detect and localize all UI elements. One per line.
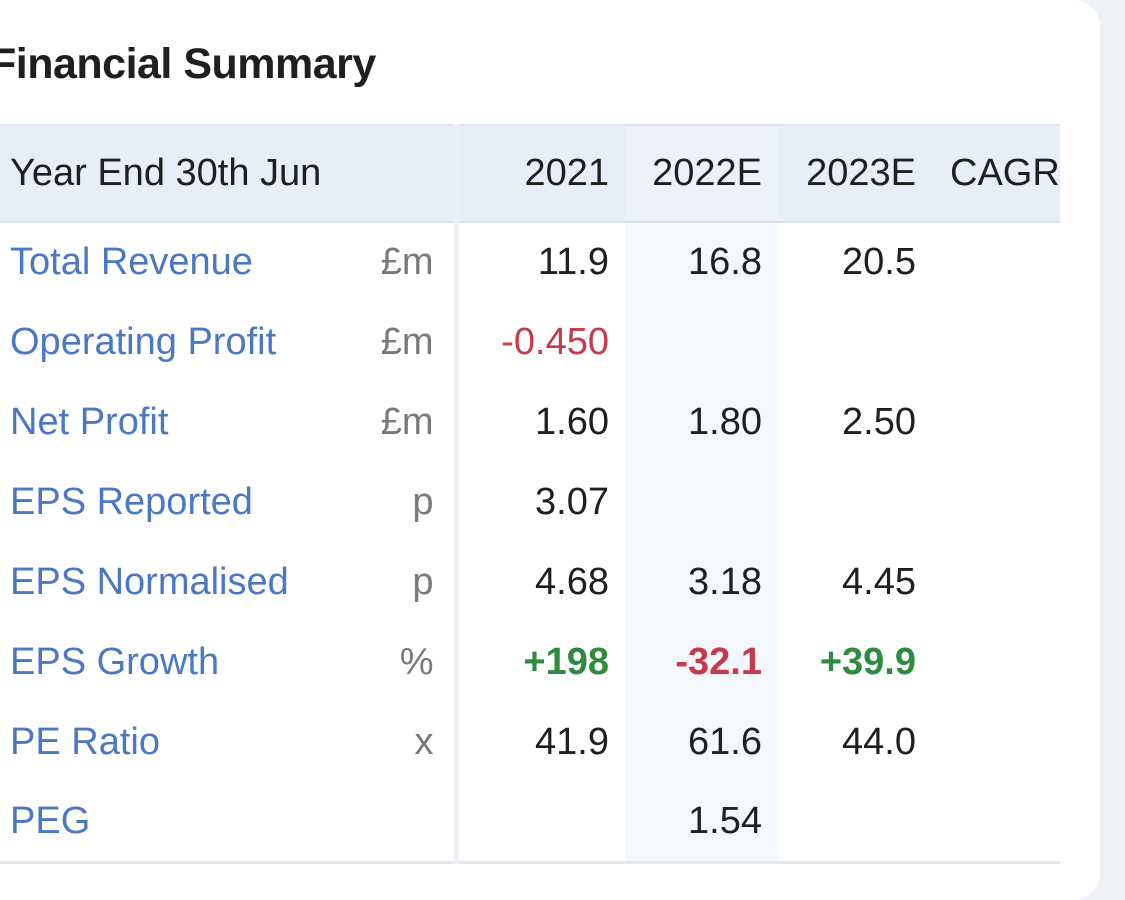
value-2022e: 1.54 — [625, 782, 778, 864]
table-row: EPS Normalised p 4.68 3.18 4.45 — [0, 542, 1060, 622]
value-2023e — [778, 462, 932, 542]
row-label[interactable]: EPS Growth — [10, 640, 220, 683]
table-row: Total Revenue £m 11.9 16.8 20.5 — [0, 222, 1060, 302]
value-2022e: 1.80 — [625, 382, 778, 462]
table-row: EPS Growth% +198 -32.1 +39.9 — [0, 622, 1060, 702]
table-row: Net Profit £m 1.60 1.80 2.50 — [0, 382, 1060, 462]
value-2021: 11.9 — [453, 222, 625, 302]
value-2022e — [625, 462, 778, 542]
value-2021: 1.60 — [453, 382, 625, 462]
value-2022e — [625, 302, 778, 382]
value-2023e: 2.50 — [842, 400, 916, 443]
value-2023e: 44.0 — [842, 720, 916, 763]
value-2021: +198 — [453, 622, 625, 702]
header-year-end: Year End 30th Jun — [0, 124, 350, 223]
row-unit: £m — [380, 320, 434, 363]
value-2022e: 61.6 — [625, 702, 778, 782]
value-2023e: 20.5 — [842, 241, 916, 283]
value-cagr — [932, 542, 1060, 622]
value-cagr — [932, 302, 1060, 382]
value-2023e — [778, 782, 932, 864]
value-2021: -0.450 — [453, 302, 625, 382]
financial-summary-table: Year End 30th Jun 2021 2022E 2023E CAGR … — [0, 124, 1060, 864]
value-2023e: +39.9 — [819, 640, 916, 683]
value-cagr — [932, 382, 1060, 462]
header-2022e[interactable]: 2022E — [625, 124, 778, 223]
header-2021[interactable]: 2021 — [453, 124, 625, 223]
table-row: PEG 1.54 — [0, 782, 1060, 864]
value-cagr — [932, 622, 1060, 702]
value-cagr — [932, 782, 1060, 864]
value-2022e: 16.8 — [625, 222, 778, 302]
value-2023e — [778, 302, 932, 382]
row-label[interactable]: Net Profit — [10, 400, 169, 443]
header-2023e[interactable]: 2023E — [778, 124, 932, 223]
table-row: Operating Profit £m -0.450 — [0, 302, 1060, 382]
value-2022e: -32.1 — [625, 622, 778, 702]
header-unit — [350, 124, 456, 223]
row-unit: £m — [380, 400, 434, 443]
value-2021 — [453, 782, 625, 864]
row-label[interactable]: PEG — [0, 782, 350, 864]
row-unit: x — [414, 720, 434, 763]
row-label[interactable]: PE Ratio — [10, 720, 160, 763]
value-cagr — [932, 462, 1060, 542]
value-2021: 3.07 — [453, 462, 625, 542]
value-2021: 41.9 — [453, 702, 625, 782]
row-label[interactable]: EPS Reported — [10, 480, 253, 523]
value-2021: 4.68 — [453, 542, 625, 622]
row-label[interactable]: Operating Profit — [10, 320, 277, 363]
table-row: PE Ratio x 41.9 61.6 44.0 — [0, 702, 1060, 782]
table-header-row: Year End 30th Jun 2021 2022E 2023E CAGR — [0, 124, 1060, 223]
row-label[interactable]: Total Revenue — [10, 241, 253, 283]
table-row: EPS Reported p 3.07 — [0, 462, 1060, 542]
row-label[interactable]: EPS Normalised — [10, 560, 289, 603]
value-cagr — [932, 222, 1060, 302]
financial-table-container: Year End 30th Jun 2021 2022E 2023E CAGR … — [0, 124, 1060, 884]
section-title: Financial Summary — [0, 40, 376, 88]
value-2022e: 3.18 — [625, 542, 778, 622]
value-cagr — [932, 702, 1060, 782]
row-unit: p — [412, 560, 434, 603]
row-unit: p — [412, 480, 434, 523]
row-unit: % — [399, 640, 434, 683]
row-unit — [350, 782, 456, 864]
header-cagr[interactable]: CAGR — [932, 124, 1060, 223]
value-2023e: 4.45 — [842, 560, 916, 603]
row-unit: £m — [380, 241, 434, 283]
